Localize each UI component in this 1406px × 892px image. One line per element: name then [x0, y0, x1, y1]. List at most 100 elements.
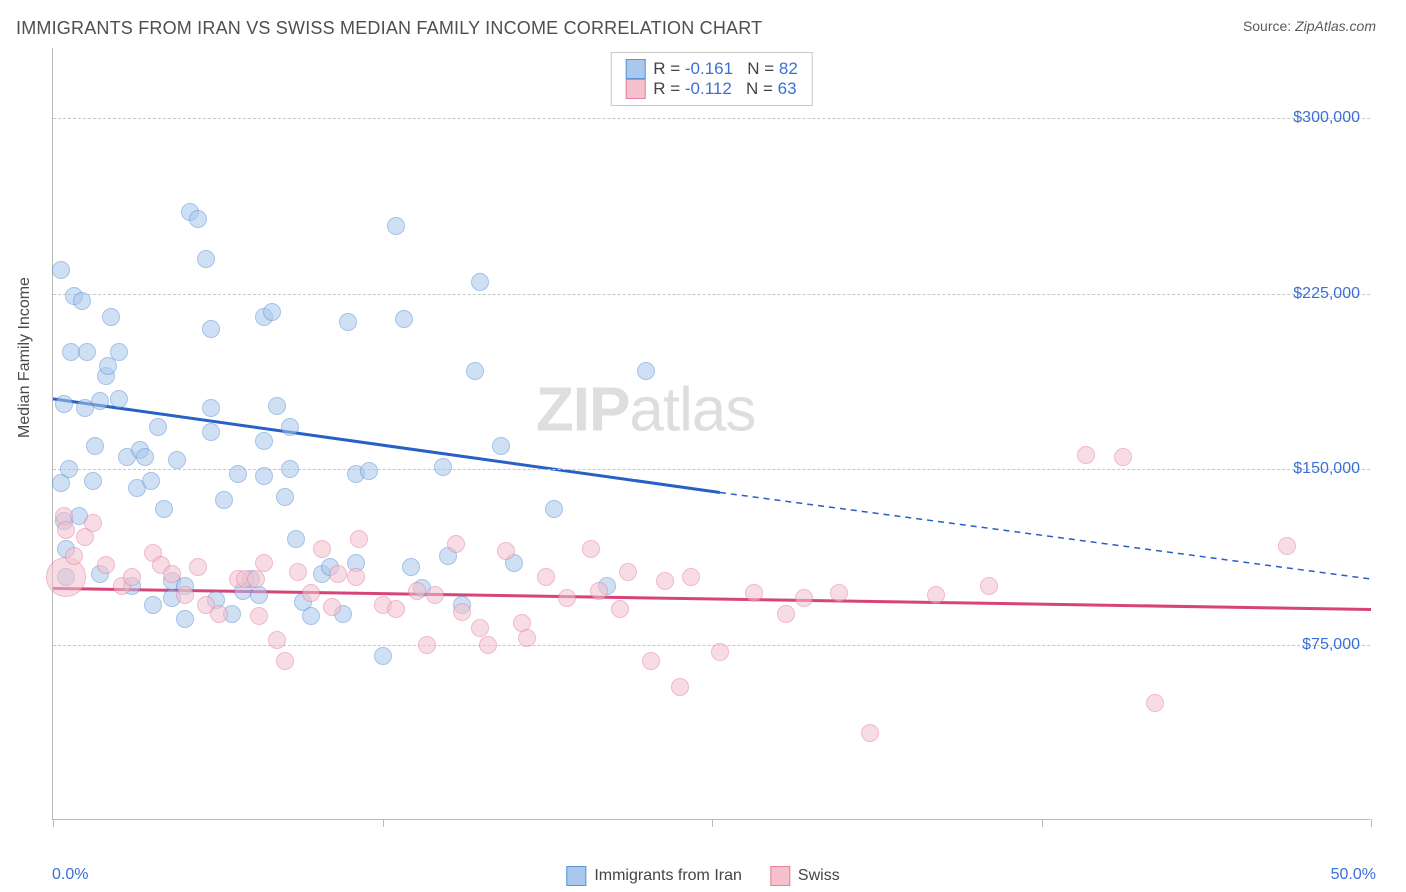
data-point [55, 395, 73, 413]
data-point [268, 397, 286, 415]
gridline [53, 469, 1370, 470]
data-point [197, 250, 215, 268]
data-point [247, 570, 265, 588]
gridline [53, 118, 1370, 119]
data-point [86, 437, 104, 455]
data-point [46, 557, 86, 597]
data-point [360, 462, 378, 480]
data-point [637, 362, 655, 380]
data-point [189, 210, 207, 228]
legend-row: R = -0.161 N = 82 [625, 59, 798, 79]
data-point [144, 596, 162, 614]
data-point [453, 603, 471, 621]
watermark: ZIPatlas [536, 375, 755, 446]
plot-region: ZIPatlas R = -0.161 N = 82 R = -0.112 N … [52, 48, 1370, 820]
y-tick-label: $75,000 [1302, 636, 1360, 654]
legend-row: R = -0.112 N = 63 [625, 79, 798, 99]
data-point [91, 392, 109, 410]
x-tick [383, 819, 384, 827]
data-point [329, 565, 347, 583]
data-point [202, 423, 220, 441]
legend-swatch [625, 59, 645, 79]
source-attribution: Source: ZipAtlas.com [1243, 18, 1376, 34]
data-point [84, 472, 102, 490]
data-point [73, 292, 91, 310]
data-point [57, 521, 75, 539]
data-point [447, 535, 465, 553]
data-point [1114, 448, 1132, 466]
legend-swatch [566, 866, 586, 886]
data-point [123, 568, 141, 586]
data-point [281, 418, 299, 436]
x-axis-max-label: 50.0% [1331, 866, 1376, 884]
data-point [418, 636, 436, 654]
data-point [110, 343, 128, 361]
data-point [176, 610, 194, 628]
data-point [471, 619, 489, 637]
data-point [65, 547, 83, 565]
x-axis-min-label: 0.0% [52, 866, 88, 884]
data-point [313, 540, 331, 558]
data-point [176, 586, 194, 604]
data-point [155, 500, 173, 518]
data-point [189, 558, 207, 576]
data-point [287, 530, 305, 548]
x-tick [53, 819, 54, 827]
legend-label: Immigrants from Iran [594, 867, 742, 885]
data-point [250, 586, 268, 604]
data-point [426, 586, 444, 604]
data-point [861, 724, 879, 742]
data-point [281, 460, 299, 478]
data-point [387, 600, 405, 618]
data-point [402, 558, 420, 576]
data-point [1278, 537, 1296, 555]
data-point [263, 303, 281, 321]
chart-title: IMMIGRANTS FROM IRAN VS SWISS MEDIAN FAM… [16, 18, 762, 39]
data-point [210, 605, 228, 623]
gridline [53, 645, 1370, 646]
data-point [642, 652, 660, 670]
data-point [479, 636, 497, 654]
data-point [537, 568, 555, 586]
data-point [102, 308, 120, 326]
data-point [136, 448, 154, 466]
y-axis-label: Median Family Income [16, 277, 34, 438]
data-point [250, 607, 268, 625]
data-point [745, 584, 763, 602]
data-point [276, 488, 294, 506]
data-point [777, 605, 795, 623]
data-point [110, 390, 128, 408]
data-point [149, 418, 167, 436]
legend-swatch [625, 79, 645, 99]
data-point [927, 586, 945, 604]
legend-item: Immigrants from Iran [566, 866, 742, 886]
data-point [434, 458, 452, 476]
data-point [682, 568, 700, 586]
y-tick-label: $150,000 [1293, 460, 1360, 478]
data-point [78, 343, 96, 361]
data-point [656, 572, 674, 590]
data-point [558, 589, 576, 607]
data-point [229, 465, 247, 483]
trend-lines [53, 48, 1371, 820]
y-tick-label: $225,000 [1293, 285, 1360, 303]
data-point [980, 577, 998, 595]
data-point [255, 467, 273, 485]
data-point [471, 273, 489, 291]
data-point [1146, 694, 1164, 712]
data-point [168, 451, 186, 469]
data-point [52, 261, 70, 279]
data-point [518, 629, 536, 647]
data-point [387, 217, 405, 235]
data-point [590, 582, 608, 600]
data-point [339, 313, 357, 331]
data-point [408, 582, 426, 600]
data-point [711, 643, 729, 661]
legend-label: Swiss [798, 867, 840, 885]
data-point [268, 631, 286, 649]
series-legend: Immigrants from Iran Swiss [566, 866, 839, 886]
data-point [492, 437, 510, 455]
data-point [395, 310, 413, 328]
data-point [276, 652, 294, 670]
data-point [466, 362, 484, 380]
